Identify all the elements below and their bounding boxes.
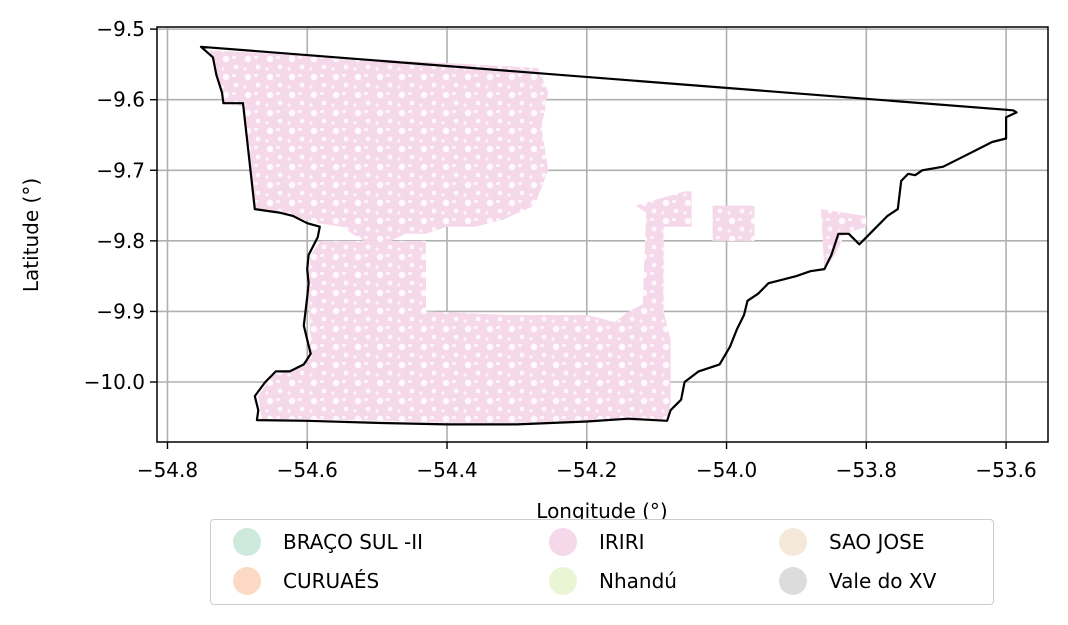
legend: BRAÇO SUL -II IRIRI SAO JOSE CURUAÉS Nha…: [210, 519, 994, 605]
y-tick-label: −10.0: [84, 370, 145, 394]
y-tick-label: −9.8: [96, 229, 145, 253]
legend-item-nhandu: Nhandú: [549, 566, 677, 596]
study-area-boundary: [199, 45, 1018, 426]
legend-item-vale-do-xv: Vale do XV: [779, 566, 936, 596]
y-tick-label: −9.7: [96, 158, 145, 182]
y-tick-label: −9.5: [96, 17, 145, 41]
region-iriri-texture: [712, 205, 755, 241]
x-tick-label: −54.2: [556, 458, 617, 482]
region-iriri-texture: [209, 50, 549, 241]
x-tick-label: −54.4: [416, 458, 477, 482]
legend-marker-icon: [779, 528, 807, 556]
plot-frame: [156, 26, 1049, 443]
region-iriri-texture: [258, 191, 692, 423]
legend-marker-icon: [233, 528, 261, 556]
region-texture: [209, 50, 867, 423]
legend-label: IRIRI: [599, 530, 645, 554]
legend-marker-icon: [549, 567, 577, 595]
x-tick-label: −54.0: [696, 458, 757, 482]
legend-marker-icon: [549, 528, 577, 556]
y-axis-ticks: −9.5 −9.6 −9.7 −9.8 −9.9 −10.0: [84, 17, 157, 394]
x-tick-label: −53.8: [836, 458, 897, 482]
legend-item-sao-jose: SAO JOSE: [779, 527, 924, 557]
legend-marker-icon: [233, 567, 261, 595]
legend-marker-icon: [779, 567, 807, 595]
legend-item-braco-sul: BRAÇO SUL -II: [233, 527, 423, 557]
y-tick-label: −9.9: [96, 299, 145, 323]
x-tick-label: −53.6: [975, 458, 1036, 482]
legend-label: Vale do XV: [829, 569, 937, 593]
legend-label: SAO JOSE: [829, 530, 925, 554]
y-axis-title: Latitude (°): [19, 178, 43, 292]
legend-item-iriri: IRIRI: [549, 527, 645, 557]
legend-label: CURUAÉS: [283, 569, 380, 593]
legend-label: Nhandú: [599, 569, 677, 593]
y-tick-label: −9.6: [96, 88, 145, 112]
x-tick-label: −54.8: [137, 458, 198, 482]
legend-label: BRAÇO SUL -II: [283, 530, 424, 554]
legend-item-curuaes: CURUAÉS: [233, 566, 379, 596]
x-axis-ticks: −54.8 −54.6 −54.4 −54.2 −54.0 −53.8 −53.6: [137, 442, 1037, 482]
x-tick-label: −54.6: [277, 458, 338, 482]
